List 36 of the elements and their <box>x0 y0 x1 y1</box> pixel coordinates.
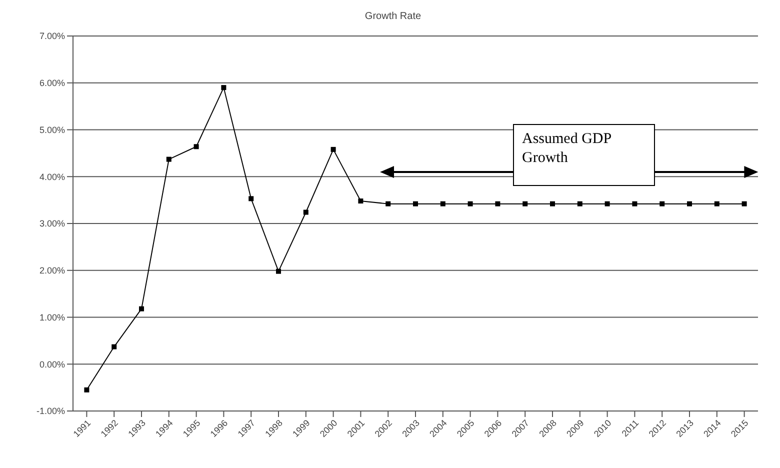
point <box>358 198 364 204</box>
point <box>742 201 747 206</box>
point <box>495 201 500 206</box>
point <box>386 201 391 206</box>
y-tick-label: -1.00% <box>36 406 65 416</box>
point <box>84 387 90 392</box>
point <box>687 201 692 206</box>
point <box>330 146 336 152</box>
y-tick-label: 3.00% <box>39 218 65 229</box>
point <box>112 344 117 350</box>
y-tick-label: 6.00% <box>39 78 65 88</box>
y-tick-label: 7.00% <box>39 31 65 42</box>
chart-title: Growth Rate <box>364 10 422 24</box>
y-tick-label: 5.00% <box>39 124 65 135</box>
point <box>276 268 281 274</box>
point <box>221 85 226 90</box>
point <box>468 201 473 206</box>
point <box>522 201 528 206</box>
point <box>604 201 610 206</box>
y-tick-label: 2.00% <box>39 266 65 276</box>
point <box>413 201 418 206</box>
y-tick-label: 0.00% <box>39 359 65 370</box>
point <box>166 156 172 162</box>
point <box>577 201 582 206</box>
point <box>660 201 665 206</box>
annotation: Assumed GDP Growth <box>522 130 612 168</box>
point <box>248 196 254 202</box>
point <box>139 306 144 312</box>
point <box>632 201 638 206</box>
point <box>194 144 199 150</box>
point <box>303 210 308 215</box>
y-tick-label: 1.00% <box>39 312 65 322</box>
point <box>550 201 555 206</box>
point <box>440 201 446 206</box>
y-tick-label: 4.00% <box>39 172 65 182</box>
point <box>714 201 720 206</box>
